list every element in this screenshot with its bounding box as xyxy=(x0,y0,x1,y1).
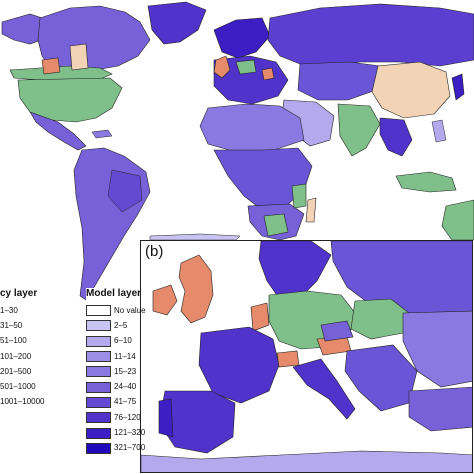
legend-item: 1001–10000 xyxy=(0,395,72,410)
inset-switzerland xyxy=(276,350,300,368)
legend-swatch xyxy=(86,335,111,347)
europe-north-region xyxy=(213,17,271,59)
legend-item-label: 6–10 xyxy=(114,336,132,346)
inset-north-africa xyxy=(141,450,472,472)
legend-item-label: No value xyxy=(114,305,146,315)
inset-portugal xyxy=(158,398,174,438)
inset-ireland xyxy=(152,284,178,316)
china-region xyxy=(371,61,451,119)
city-layer-legend-title: cy layer xyxy=(0,288,38,299)
canada-green-region xyxy=(9,65,113,81)
legend-swatch xyxy=(86,427,111,439)
legend-item-label: 15–23 xyxy=(114,366,137,376)
city-layer-legend: cy layer 1–30 31–50 51–100 101–200 201–5… xyxy=(0,288,72,411)
model-layer-legend: Model layer No value 2–5 6–10 11–14 15–2… xyxy=(86,288,146,456)
legend-item: 11–14 xyxy=(86,349,140,364)
usa-region xyxy=(17,77,123,123)
legend-item-label: 501–1000 xyxy=(0,382,36,392)
canada-peach-region xyxy=(69,43,89,71)
inset-czech xyxy=(320,320,354,342)
legend-item: 501–1000 xyxy=(0,379,72,394)
australia-region xyxy=(441,199,474,241)
alps-orange-region xyxy=(261,67,275,81)
russia-region xyxy=(267,3,474,67)
legend-item-label: 121–320 xyxy=(114,428,146,438)
japan-region xyxy=(451,73,465,101)
legend-item: 101–200 xyxy=(0,349,72,364)
legend-item: 321–700 xyxy=(86,441,145,456)
north-africa-region xyxy=(199,103,305,153)
central-asia-region xyxy=(297,61,381,101)
legend-item: 201–500 xyxy=(0,364,72,379)
legend-swatch xyxy=(86,381,111,393)
india-region xyxy=(337,103,381,157)
inset-balkans xyxy=(344,344,418,412)
legend-item: 31–50 xyxy=(0,318,72,333)
legend-item-label: 2–5 xyxy=(114,320,128,330)
europe-central-region xyxy=(213,55,289,105)
inset-map-europe xyxy=(140,240,473,473)
legend-item-label: 24–40 xyxy=(114,382,137,392)
legend-item: 51–100 xyxy=(0,334,72,349)
inset-france xyxy=(198,326,280,404)
legend-item-label: 321–700 xyxy=(114,443,146,453)
legend-swatch xyxy=(86,366,111,378)
legend-item-label: 31–50 xyxy=(0,320,23,330)
legend-item-label: 76–120 xyxy=(114,412,141,422)
uk-region xyxy=(213,55,231,79)
legend-swatch xyxy=(86,412,111,424)
east-africa-green-region xyxy=(291,183,307,209)
legend-item-label: 101–200 xyxy=(0,351,32,361)
inset-map-svg xyxy=(141,241,472,472)
legend-swatch xyxy=(86,351,111,363)
south-america-east xyxy=(107,169,143,213)
southern-africa-green-region xyxy=(263,213,289,237)
inset-turkey xyxy=(408,386,472,432)
legend-item: No value xyxy=(86,303,146,318)
legend-item-label: 1001–10000 xyxy=(0,397,45,407)
legend-swatch xyxy=(86,305,111,317)
canada-orange-region xyxy=(41,57,61,75)
mexico-region xyxy=(29,111,87,151)
inset-east-europe xyxy=(402,310,472,388)
legend-item: 15–23 xyxy=(86,364,140,379)
antarctic-strip xyxy=(149,233,241,241)
europe-green-region xyxy=(235,59,257,75)
indonesia-region xyxy=(395,171,457,193)
inset-italy xyxy=(292,358,356,420)
philippines-region xyxy=(431,119,447,143)
inset-panel-label: (b) xyxy=(145,243,164,260)
caribbean-region xyxy=(91,129,113,139)
legend-item-label: 1–30 xyxy=(0,305,18,315)
legend-item: 76–120 xyxy=(86,410,141,425)
legend-item: 41–75 xyxy=(86,395,140,410)
legend-item: 1–30 xyxy=(0,303,72,318)
greenland-region xyxy=(147,1,207,45)
legend-swatch xyxy=(86,320,111,332)
canada-region xyxy=(37,5,151,73)
legend-swatch xyxy=(86,396,111,408)
legend-item-label: 201–500 xyxy=(0,366,32,376)
legend-item: 121–320 xyxy=(86,425,145,440)
legend-item-label: 11–14 xyxy=(114,351,136,361)
legend-item: 2–5 xyxy=(86,318,140,333)
legend-item: 24–40 xyxy=(86,379,140,394)
legend-item-label: 51–100 xyxy=(0,336,27,346)
madagascar-region xyxy=(305,197,317,223)
inset-uk xyxy=(178,254,214,324)
model-layer-legend-title: Model layer xyxy=(86,288,142,299)
legend-item-label: 41–75 xyxy=(114,397,137,407)
legend-item: 6–10 xyxy=(86,334,140,349)
inset-netherlands xyxy=(250,302,270,332)
legend-swatch xyxy=(86,442,111,454)
southeast-asia-region xyxy=(379,117,413,157)
